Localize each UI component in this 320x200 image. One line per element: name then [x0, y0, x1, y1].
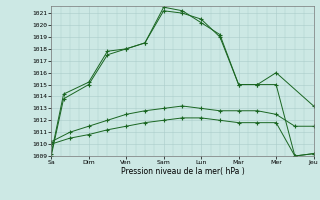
X-axis label: Pression niveau de la mer( hPa ): Pression niveau de la mer( hPa ) — [121, 167, 244, 176]
